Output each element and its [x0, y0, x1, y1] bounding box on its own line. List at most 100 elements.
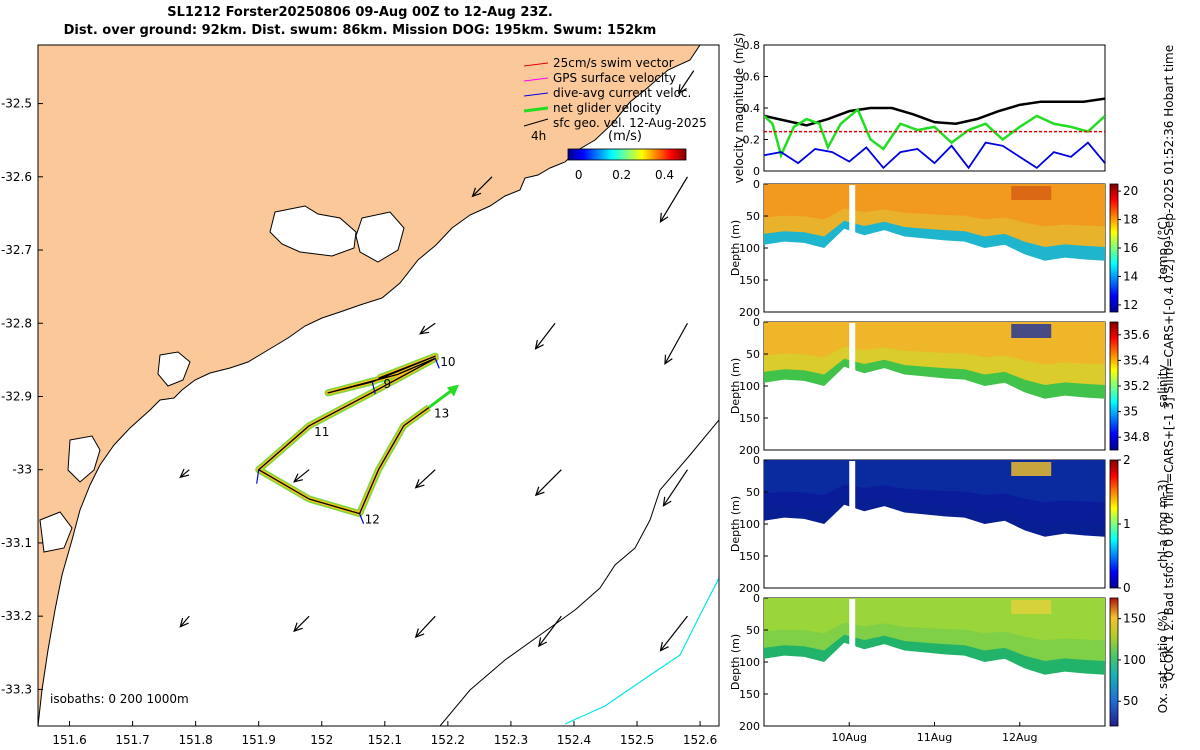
section-data-gap	[849, 323, 856, 449]
section-colorbar-tick-label: 35	[1123, 405, 1138, 419]
geo-velocity-arrowhead	[664, 354, 673, 365]
map-ytick-label: -33.3	[1, 682, 32, 696]
geo-velocity-arrowhead	[414, 628, 425, 639]
map-ytick-label: -32.8	[1, 316, 32, 330]
geo-velocity-arrow	[179, 615, 190, 628]
geo-velocity-arrow	[419, 322, 436, 335]
section-colorbar-tick-label: 35.6	[1123, 328, 1150, 342]
velocity-ytick-label: 0.4	[743, 102, 761, 115]
colorbar-note: 4h	[531, 129, 546, 143]
section-colorbar-tick-label: 50	[1123, 694, 1138, 708]
isobaths-label: isobaths: 0 200 1000m	[50, 692, 189, 706]
legend-swatch-gps	[523, 77, 549, 82]
section-ytick-label: 150	[739, 274, 760, 287]
geo-velocity-arrowhead	[662, 496, 672, 507]
section-colorbar-tick-label: 18	[1123, 213, 1138, 227]
lake-3	[157, 351, 191, 387]
section-colorbar-tick-label: 14	[1123, 269, 1138, 283]
geo-velocity-arrow	[664, 322, 688, 365]
net-glider-velocity-arrow	[428, 388, 454, 409]
section-panel-4: 0 50 100 150 200 Depth (m) 0 1 2 chl-a (mg m-3)	[729, 453, 1170, 595]
section-ytick-label: 50	[746, 210, 760, 223]
geo-velocity-arrowhead	[414, 479, 425, 489]
geo-velocity-arrow	[659, 176, 688, 223]
geo-velocity-arrowhead	[659, 212, 669, 223]
lake-1	[269, 205, 357, 257]
figure-title: SL1212 Forster20250806 09-Aug 00Z to 12-…	[0, 4, 720, 40]
map-xtick-label: 151.6	[52, 733, 86, 747]
map-xtick-label: 151.9	[242, 733, 276, 747]
section-colorbar-tick-label: 1	[1123, 517, 1131, 531]
section-colorbar	[1109, 597, 1119, 727]
track-day-label: 13	[434, 406, 449, 420]
section-colorbar	[1109, 459, 1119, 589]
velocity-panel: 0 0.2 0.4 0.6 0.8 velocity magnitude (m/s)	[732, 33, 1106, 183]
section-colorbar-tick-label: 16	[1123, 241, 1138, 255]
section-ytick-label: 150	[739, 412, 760, 425]
section-ylabel: Depth (m)	[729, 634, 742, 690]
section-ytick-label: 0	[753, 178, 760, 191]
legend-swatch-geo	[523, 118, 549, 127]
map-xtick-label: 152.4	[557, 733, 591, 747]
section-data-gap	[849, 599, 856, 725]
section-variable-label: chl-a (mg m-3)	[1156, 479, 1170, 568]
map-xtick-label: 152	[310, 733, 333, 747]
section-panel-3: 0 50 100 150 200 Depth (m) 34.8 35 35.2 35.4 35.6 s…	[729, 316, 1170, 457]
geo-velocity-arrow	[659, 615, 688, 652]
section-ytick-label: 100	[739, 518, 760, 531]
section-ytick-label: 100	[739, 242, 760, 255]
section-colorbar-tick-label: 20	[1123, 184, 1138, 198]
section-ytick-label: 200	[739, 720, 760, 733]
lake-4	[67, 435, 101, 483]
legend-net: net glider velocity	[553, 101, 661, 115]
section-panel-2: 0 50 100 150 200 Depth (m) 12 14 16 18 20 temp. (°C…	[729, 178, 1170, 319]
geo-velocity-arrowhead	[179, 468, 190, 479]
legend-swatch-swim	[523, 62, 549, 67]
section-ytick-label: 0	[753, 592, 760, 605]
geo-velocity-arrow	[538, 615, 562, 647]
section-colorbar-tick-label: 100	[1123, 653, 1146, 667]
geo-velocity-arrow	[662, 469, 688, 507]
map-colorbar-tick: 0.4	[655, 168, 674, 182]
geo-velocity-arrow	[293, 615, 310, 632]
section-colorbar-tick-label: 12	[1123, 298, 1138, 312]
section-surface-patch	[1011, 462, 1052, 476]
map-ytick-label: -32.9	[1, 389, 32, 403]
map-xtick-label: 152.3	[494, 733, 528, 747]
section-colorbar	[1109, 183, 1119, 313]
title-line-1: SL1212 Forster20250806 09-Aug 00Z to 12-…	[167, 5, 553, 20]
section-ytick-label: 200	[739, 306, 760, 319]
section-colorbar	[1109, 321, 1119, 451]
section-ytick-label: 50	[746, 348, 760, 361]
section-ylabel: Depth (m)	[729, 220, 742, 276]
map-ytick-label: -32.6	[1, 170, 32, 184]
section-colorbar-tick-label: 150	[1123, 612, 1146, 626]
track-day-label: 9	[384, 377, 392, 391]
colorbar-label: (m/s)	[608, 129, 642, 144]
velocity-ytick-label: 0.8	[743, 39, 761, 52]
map-ytick-label: -33.2	[1, 609, 32, 623]
section-ytick-label: 0	[753, 316, 760, 329]
geo-velocity-arrowhead	[471, 187, 482, 198]
track-day-label: 12	[365, 513, 380, 527]
geo-velocity-arrow	[472, 176, 493, 197]
section-ytick-label: 100	[739, 380, 760, 393]
geo-velocity-arrowhead	[659, 641, 669, 652]
section-ytick-label: 150	[739, 688, 760, 701]
velocity-ytick-label: 0.2	[743, 134, 761, 147]
geo-velocity-arrow	[535, 322, 556, 350]
dive-avg-current-arrow	[359, 513, 365, 524]
time-xtick-label: 12Aug	[1002, 731, 1037, 744]
legend-swatch-net	[523, 106, 549, 113]
legend-current: dive-avg current veloc.	[553, 86, 691, 100]
legend-swim: 25cm/s swim vector	[553, 56, 674, 70]
track-day-label: 11	[314, 425, 329, 439]
section-variable-label: temp. (°C)	[1156, 217, 1170, 280]
map-xtick-label: 152.5	[620, 733, 654, 747]
velocity-ytick-label: 0	[753, 165, 760, 178]
geo-velocity-arrowhead	[179, 617, 189, 628]
map-xtick-label: 151.7	[115, 733, 149, 747]
time-xtick-label: 10Aug	[832, 731, 867, 744]
map-xtick-label: 152.2	[431, 733, 465, 747]
